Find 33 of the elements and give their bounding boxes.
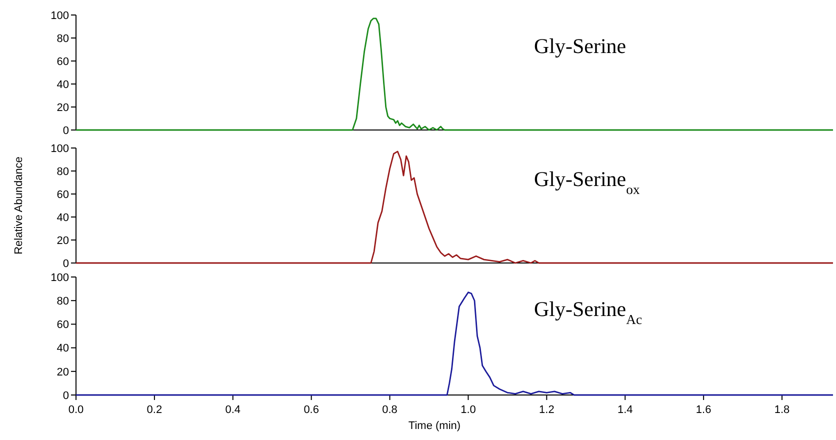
x-tick-label: 0.4	[225, 404, 241, 416]
y-tick-label: 100	[50, 142, 69, 155]
y-tick-label: 0	[62, 258, 69, 270]
x-tick-label: 0.2	[146, 404, 162, 416]
y-tick-label: 40	[56, 342, 69, 355]
text: Gly-Serine$_{ox}$	[534, 166, 640, 196]
x-tick-label: 1.6	[696, 404, 712, 416]
y-tick-label: 60	[56, 56, 69, 68]
y-tick-label: 0	[62, 390, 69, 402]
y-tick-label: 60	[56, 188, 69, 201]
y-tick-label: 60	[56, 319, 69, 332]
x-tick-label: 1.8	[774, 404, 790, 416]
y-tick-label: 80	[56, 295, 69, 308]
y-tick-label: 80	[56, 32, 69, 45]
y-tick-label: 40	[56, 212, 69, 224]
x-tick-label: 1.0	[460, 404, 476, 416]
y-tick-label: 0	[62, 124, 69, 137]
x-tick-label: 0.0	[68, 404, 84, 416]
x-tick-label: 1.4	[617, 404, 633, 416]
text: Gly-Serine	[534, 34, 626, 58]
y-axis-title: Relative Abundance	[13, 156, 25, 254]
x-tick-label: 0.6	[304, 404, 319, 416]
y-tick-label: 100	[50, 10, 69, 22]
text: Gly-Serine$_{Ac}$	[534, 296, 642, 326]
x-tick-label: 0.8	[382, 404, 398, 416]
y-tick-label: 20	[56, 102, 69, 114]
y-tick-label: 100	[50, 272, 69, 284]
y-tick-label: 20	[56, 366, 69, 378]
x-tick-label: 1.2	[539, 404, 554, 416]
y-tick-label: 20	[56, 234, 69, 247]
y-tick-label: 40	[56, 78, 69, 91]
x-axis-title: Time (min)	[408, 420, 461, 432]
y-tick-label: 80	[56, 166, 69, 178]
